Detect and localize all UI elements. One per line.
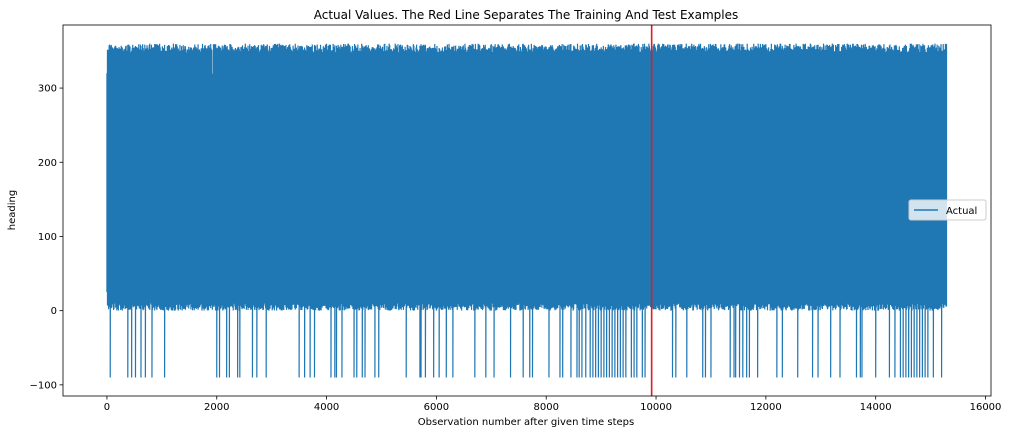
- x-tick-label: 6000: [424, 402, 449, 413]
- legend: Actual: [908, 199, 987, 221]
- chart-title: Actual Values. The Red Line Separates Th…: [314, 8, 739, 22]
- y-tick-label: 200: [38, 158, 57, 169]
- y-tick-label: 0: [51, 306, 57, 317]
- legend-box: [908, 199, 987, 221]
- x-axis-label: Observation number after given time step…: [418, 417, 634, 428]
- x-tick-label: 0: [104, 402, 110, 413]
- y-tick-label: 300: [38, 84, 57, 95]
- x-tick-label: 12000: [750, 402, 782, 413]
- x-tick-label: 8000: [533, 402, 558, 413]
- y-tick-label: 100: [38, 232, 57, 243]
- y-axis-label: heading: [7, 190, 18, 230]
- x-tick-label: 14000: [860, 402, 892, 413]
- series-actual-line: [106, 43, 948, 378]
- axes-frame: [62, 24, 992, 397]
- x-tick-label: 2000: [204, 402, 229, 413]
- x-tick-label: 4000: [314, 402, 339, 413]
- x-tick-label: 10000: [640, 402, 672, 413]
- legend-label-actual: Actual: [946, 206, 977, 217]
- x-tick-label: 16000: [970, 402, 1002, 413]
- axes: 0 2000 4000 6000 8000 10000 12000 14000 16000−10…: [30, 24, 1002, 413]
- plot-area: [106, 25, 948, 396]
- y-tick-label: −100: [30, 380, 57, 391]
